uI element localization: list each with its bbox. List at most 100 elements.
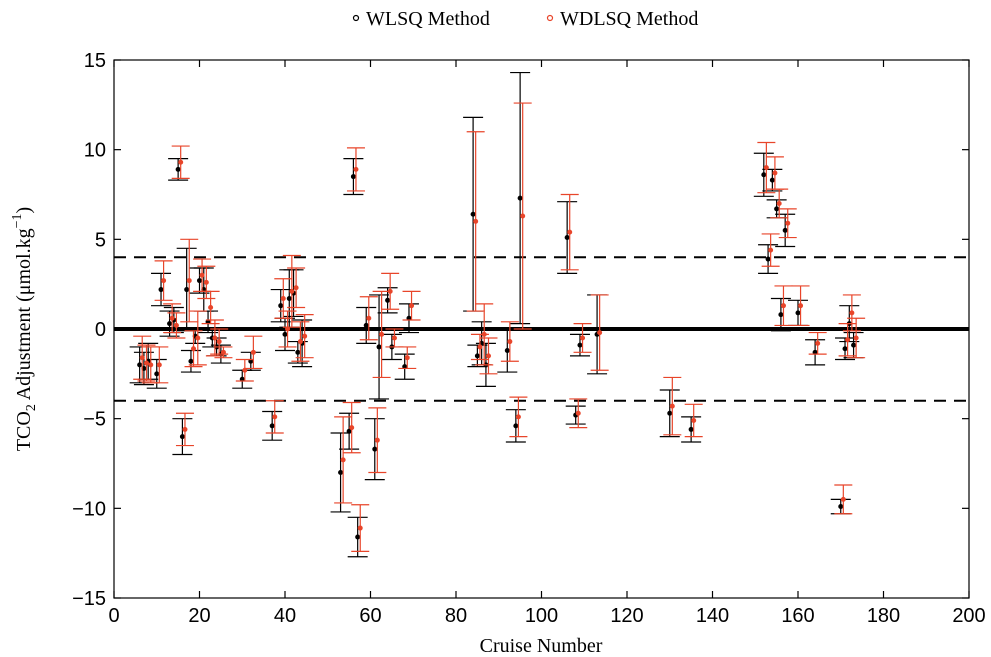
data-point xyxy=(293,285,299,291)
data-point xyxy=(387,288,393,294)
data-point xyxy=(366,315,372,321)
y-axis-title: TCO2 Adjustment (μmol.kg−1) xyxy=(10,207,39,451)
data-point xyxy=(409,303,415,309)
data-point xyxy=(350,174,356,180)
y-axis-title-rest: Adjustment (μmol.kg xyxy=(13,228,35,404)
data-point xyxy=(199,272,205,278)
data-point xyxy=(295,349,301,355)
data-point xyxy=(477,344,483,350)
x-axis-title: Cruise Number xyxy=(480,635,603,657)
data-point xyxy=(842,346,848,352)
data-point xyxy=(156,362,162,368)
data-point xyxy=(289,288,295,294)
data-point xyxy=(761,172,767,178)
data-point xyxy=(580,335,586,341)
data-point xyxy=(785,220,791,226)
x-tick-label: 0 xyxy=(108,605,119,627)
data-point xyxy=(143,360,149,366)
data-point xyxy=(178,159,184,165)
data-point xyxy=(504,348,510,354)
data-point xyxy=(379,331,385,337)
data-point xyxy=(212,335,218,341)
data-point xyxy=(768,247,774,253)
data-point xyxy=(216,339,222,345)
data-point xyxy=(470,211,476,217)
data-point xyxy=(186,278,192,284)
data-point xyxy=(175,166,181,172)
x-tick-label: 20 xyxy=(188,605,210,627)
data-point xyxy=(286,296,292,302)
data-point xyxy=(485,353,491,359)
data-point xyxy=(507,339,513,345)
y-axis-title-sup: −1 xyxy=(10,214,25,229)
data-point xyxy=(849,310,855,316)
axis-ticks xyxy=(113,59,970,599)
data-point xyxy=(173,322,179,328)
x-tick-labels: 0 20 40 60 80 100 120 140 160 180 200 xyxy=(108,605,985,627)
data-point xyxy=(688,426,694,432)
data-point xyxy=(280,296,286,302)
data-point xyxy=(269,423,275,429)
data-point xyxy=(520,213,526,219)
data-point xyxy=(667,410,673,416)
x-tick-label: 80 xyxy=(445,605,467,627)
x-tick-label: 120 xyxy=(610,605,643,627)
data-point xyxy=(302,333,308,339)
data-point xyxy=(349,425,355,431)
x-tick-label: 100 xyxy=(525,605,558,627)
data-point xyxy=(517,195,523,201)
data-point xyxy=(778,312,784,318)
x-tick-label: 40 xyxy=(274,605,296,627)
legend: WLSQ Method WDLSQ Method xyxy=(352,8,698,30)
data-point xyxy=(161,278,167,284)
data-point xyxy=(851,342,857,348)
data-point xyxy=(182,426,188,432)
data-point xyxy=(577,342,583,348)
data-point xyxy=(376,344,382,350)
data-point xyxy=(404,355,410,361)
data-point xyxy=(148,362,154,368)
data-point xyxy=(195,335,201,341)
data-point xyxy=(338,469,344,475)
y-tick-label: −10 xyxy=(72,498,106,520)
y-tick-label: 15 xyxy=(84,50,106,72)
data-point xyxy=(184,287,190,293)
data-point xyxy=(208,304,214,310)
data-point xyxy=(203,279,209,285)
data-point xyxy=(780,303,786,309)
data-point xyxy=(798,303,804,309)
x-tick-label: 200 xyxy=(952,605,985,627)
data-point xyxy=(167,321,173,327)
y-tick-label: −5 xyxy=(83,409,106,431)
legend-marker-wlsq xyxy=(352,14,360,22)
data-point xyxy=(137,362,143,368)
data-point xyxy=(669,403,675,409)
data-point xyxy=(278,303,284,309)
data-point xyxy=(795,310,801,316)
x-tick-label: 160 xyxy=(781,605,814,627)
data-point xyxy=(691,417,697,423)
y-axis-title-close: ) xyxy=(13,207,35,214)
y-tick-label: 5 xyxy=(95,229,106,251)
y-tick-label: −15 xyxy=(72,588,106,610)
data-point xyxy=(840,496,846,502)
data-point xyxy=(853,335,859,341)
data-point xyxy=(513,423,519,429)
data-point xyxy=(340,457,346,463)
data-point xyxy=(353,166,359,172)
y-tick-label: 0 xyxy=(95,319,106,341)
data-point xyxy=(220,349,226,355)
data-point xyxy=(473,218,479,224)
data-point xyxy=(158,287,164,293)
data-point xyxy=(188,358,194,364)
data-point xyxy=(772,170,778,176)
y-axis-title-sub: 2 xyxy=(24,404,39,411)
legend-marker-wdlsq xyxy=(546,14,554,22)
data-point xyxy=(575,410,581,416)
data-point xyxy=(763,165,769,171)
data-point xyxy=(567,229,573,235)
x-tick-label: 140 xyxy=(696,605,729,627)
data-point xyxy=(474,353,480,359)
data-point xyxy=(372,446,378,452)
